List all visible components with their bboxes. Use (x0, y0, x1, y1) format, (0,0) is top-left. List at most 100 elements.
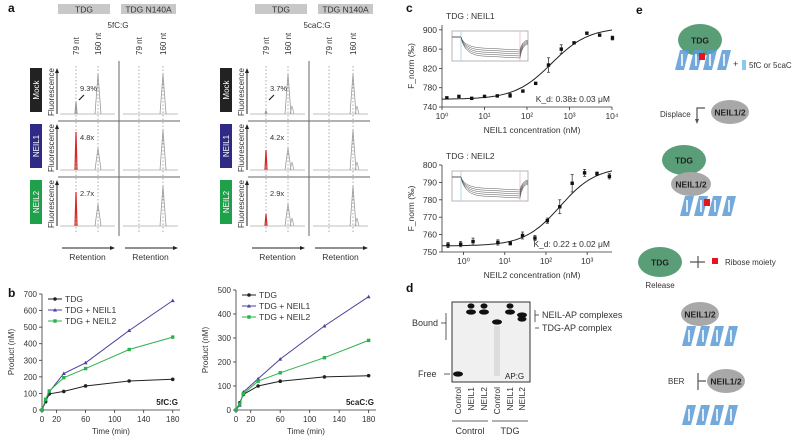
x-axis-label: Time (min) (92, 427, 130, 436)
peak-79nt-product (74, 101, 78, 115)
arrow-head (695, 119, 699, 124)
gel-band (453, 371, 463, 377)
gel-image (451, 301, 531, 383)
base-pair (709, 54, 711, 66)
data-point (496, 240, 500, 245)
y-tick-label: 200 (218, 358, 232, 367)
data-point (366, 338, 371, 343)
dna-duplex (675, 50, 731, 70)
neil-protein-bound (671, 172, 711, 196)
x-axis-label: Time (min) (287, 427, 325, 436)
legend-marker (53, 319, 57, 323)
y-tick-label: 400 (218, 310, 232, 319)
base-pair (686, 200, 688, 212)
y-axis-label: Fluorescence (47, 67, 56, 116)
data-point (322, 375, 327, 379)
y-tick-label: 100 (24, 389, 38, 398)
peak-annotation: 9.3% (80, 84, 97, 93)
y-tick-label: 780 (423, 195, 437, 205)
y-tick-label: 750 (423, 247, 437, 257)
peak-shoulder (289, 217, 295, 227)
data-point (83, 360, 88, 365)
row-label-neil2: NEIL2 (222, 190, 231, 213)
row-label-box-neil1 (220, 124, 232, 168)
ber-arrow (697, 373, 706, 390)
data-point (520, 233, 525, 238)
lane-label: NEIL1 (466, 387, 476, 411)
series-line-tdg (41, 378, 173, 411)
marker-160nt: 160 nt (349, 32, 358, 55)
marker-79nt: 79 nt (325, 36, 334, 55)
substrate-annotation: 5fC:G (156, 398, 178, 407)
panel-e-model-schematic: TDG + 5fC or 5caC Displace NEIL1/2 TDG NEIL1/2… (638, 24, 792, 425)
peak-160nt (349, 73, 357, 115)
dna-duplex (682, 405, 738, 425)
row-label-box-neil2 (30, 180, 42, 224)
base-pair (716, 409, 718, 421)
base-pair (695, 54, 697, 66)
substrate-label: 5caC:G (303, 21, 330, 30)
data-point (61, 389, 66, 394)
x-tick-label: 100 (108, 415, 122, 424)
y-tick-label: 500 (24, 323, 38, 332)
legend-marker (247, 293, 251, 297)
data-point (127, 379, 131, 383)
base-pair (688, 409, 690, 421)
data-point (572, 41, 576, 45)
x-axis-label-retention: Retention (322, 252, 359, 262)
base-pair (716, 330, 718, 342)
bound-label: Bound (412, 318, 438, 328)
x-tick-label: 20 (52, 415, 61, 424)
annotation-arrow (78, 94, 85, 101)
y-tick-label: 0 (33, 406, 38, 415)
series-line-tdg-neil2 (41, 336, 173, 411)
substrate-label: 5fC:G (108, 21, 129, 30)
marker-160nt: 160 nt (159, 32, 168, 55)
peak-160nt (349, 129, 357, 171)
x-axis-label-retention: Retention (69, 252, 106, 262)
data-point (366, 373, 371, 378)
neil-protein (711, 100, 749, 124)
row-label-box-neil1 (30, 124, 42, 168)
data-point (256, 379, 260, 383)
arrow-head (173, 246, 178, 250)
peak-160nt (284, 147, 292, 171)
free-label: Free (418, 369, 437, 379)
marker-160nt: 160 nt (94, 32, 103, 55)
inset-trace-line (452, 36, 529, 59)
legend-marker (247, 315, 251, 319)
x-tick-label: 10¹ (478, 111, 490, 121)
panel-c-mst-binding: TDG : NEIL1 740 780 820 860 900 10⁰ 10¹ 10² 10³ 10… (406, 11, 619, 280)
peak-annotation: 4.8x (80, 133, 94, 142)
y-tick-label: 300 (218, 334, 232, 343)
data-point (570, 181, 574, 185)
data-point (482, 94, 487, 99)
data-point (495, 94, 499, 98)
y-tick-label: 770 (423, 212, 437, 222)
peak-annotation: 3.7% (270, 84, 287, 93)
column-header-tdg-n140a: TDG N140A (322, 5, 369, 15)
marker-79nt: 79 nt (135, 36, 144, 55)
data-point (234, 408, 238, 412)
ribose-moiety-label: Ribose moiety (725, 258, 776, 267)
inset-trace-line (452, 176, 529, 193)
data-point (545, 218, 550, 223)
flow-arrow (696, 107, 705, 122)
legend-marker (53, 308, 57, 312)
row-label-neil1: NEIL1 (32, 134, 41, 157)
peak-shoulder (354, 217, 360, 227)
release-label: Release (645, 281, 675, 290)
column-header-bg (318, 4, 373, 14)
base-pair (700, 200, 702, 212)
marker-79nt: 79 nt (72, 36, 81, 55)
inset-trace-line (452, 36, 529, 55)
chart-title: TDG : NEIL1 (446, 11, 495, 21)
data-point (83, 366, 88, 371)
x-tick-label: 60 (276, 415, 285, 424)
y-tick-label: 860 (423, 44, 437, 54)
y-tick-label: 400 (24, 340, 38, 349)
gel-smear (494, 326, 500, 376)
data-point (471, 239, 475, 244)
data-point (508, 241, 512, 245)
neil-ap-complexes-label: NEIL-AP complexes (542, 310, 623, 320)
